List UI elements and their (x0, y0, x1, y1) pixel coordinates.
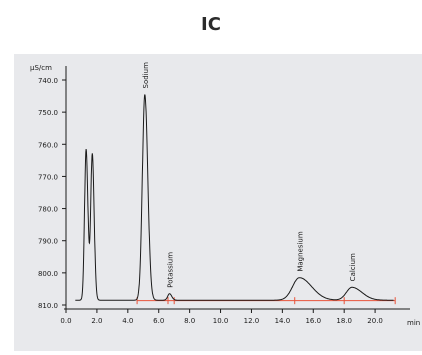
x-tick-label: 12.0 (244, 317, 260, 325)
y-tick-label: 750.0 (38, 109, 58, 117)
x-tick-label: 18.0 (336, 317, 352, 325)
chromatogram-trace (75, 94, 394, 301)
x-tick-label: 14.0 (275, 317, 291, 325)
y-tick-label: 740.0 (38, 77, 58, 85)
x-tick-label: 8.0 (184, 317, 195, 325)
x-tick-label: 0.0 (60, 317, 71, 325)
page-title: IC (201, 14, 221, 35)
y-tick-label: 810.0 (38, 302, 58, 310)
y-tick-label: 760.0 (38, 141, 58, 149)
chromatogram-chart: 740.0 750.0 760.0 770.0 780.0 790.0 800.0 810.0… (30, 62, 420, 327)
chart-panel: 740.0 750.0 760.0 770.0 780.0 790.0 800.0 810.0… (14, 54, 422, 351)
x-axis-unit: min (407, 319, 420, 327)
x-tick-label: 2.0 (91, 317, 102, 325)
x-tick-label: 10.0 (213, 317, 229, 325)
y-tick-label: 770.0 (38, 173, 58, 181)
y-tick-label: 780.0 (38, 206, 58, 214)
x-tick-label: 16.0 (305, 317, 321, 325)
x-tick-label: 4.0 (122, 317, 133, 325)
y-axis-unit: µS/cm (30, 64, 52, 72)
y-tick-label: 790.0 (38, 238, 58, 246)
peak-label-potassium: Potassium (167, 252, 175, 288)
peak-label-magnesium: Magnesium (296, 231, 304, 272)
y-tick-label: 800.0 (38, 270, 58, 278)
x-tick-label: 20.0 (367, 317, 383, 325)
x-tick-label: 6.0 (153, 317, 164, 325)
peak-label-sodium: Sodium (142, 62, 150, 89)
peak-label-calcium: Calcium (349, 253, 357, 281)
